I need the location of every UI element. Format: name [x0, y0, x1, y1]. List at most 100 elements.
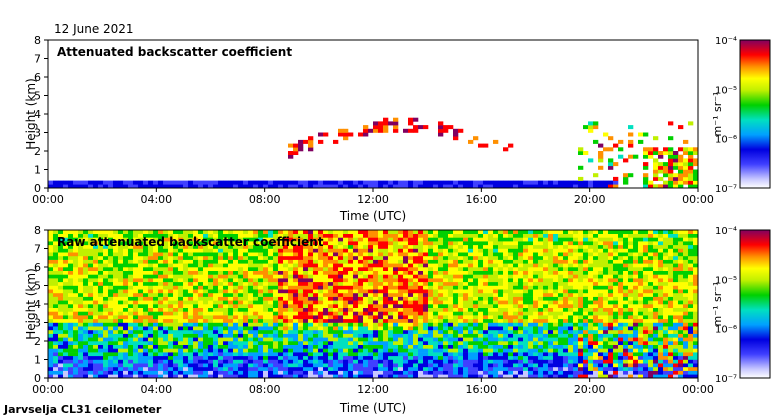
heatmap-cell — [333, 296, 339, 301]
heatmap-cell — [308, 263, 314, 268]
heatmap-cell — [363, 285, 369, 290]
heatmap-cell — [348, 344, 354, 349]
heatmap-cell — [483, 296, 489, 301]
heatmap-cell — [83, 366, 89, 371]
heatmap-cell — [188, 289, 194, 294]
heatmap-cell — [233, 370, 239, 375]
heatmap-cell — [253, 366, 259, 371]
heatmap-cell — [513, 315, 519, 320]
heatmap-cell — [368, 348, 374, 353]
heatmap-cell — [78, 289, 84, 294]
heatmap-cell — [498, 233, 504, 238]
heatmap-cell — [263, 318, 269, 323]
heatmap-cell — [353, 304, 359, 308]
heatmap-cell — [68, 230, 74, 234]
heatmap-cell — [303, 184, 309, 189]
heatmap-cell — [293, 244, 299, 249]
heatmap-cell — [353, 333, 359, 338]
heatmap-cell — [583, 359, 589, 364]
heatmap-cell — [403, 355, 409, 360]
heatmap-cell — [318, 366, 324, 371]
heatmap-cell — [123, 355, 129, 360]
heatmap-cell — [273, 322, 279, 327]
heatmap-cell — [428, 255, 434, 260]
heatmap-cell — [108, 244, 114, 249]
heatmap-cell — [373, 307, 379, 312]
heatmap-cell — [278, 348, 284, 353]
heatmap-cell — [198, 363, 204, 368]
heatmap-cell — [178, 292, 184, 297]
heatmap-cell — [288, 355, 294, 360]
heatmap-cell — [233, 241, 239, 246]
heatmap-cell — [103, 241, 109, 246]
heatmap-cell — [168, 374, 174, 379]
heatmap-cell — [133, 329, 139, 334]
heatmap-cell — [98, 315, 104, 320]
heatmap-cell — [343, 337, 349, 342]
heatmap-cell — [393, 274, 399, 279]
heatmap-cell — [58, 329, 64, 334]
heatmap-cell — [303, 329, 309, 334]
heatmap-cell — [128, 344, 134, 349]
heatmap-cell — [683, 162, 689, 167]
heatmap-cell — [448, 259, 454, 264]
heatmap-cell — [503, 374, 509, 379]
heatmap-cell — [463, 274, 469, 279]
heatmap-cell — [443, 248, 449, 253]
heatmap-cell — [248, 326, 254, 331]
heatmap-cell — [148, 315, 154, 320]
heatmap-cell — [288, 143, 294, 148]
heatmap-cell — [158, 237, 164, 242]
heatmap-cell — [498, 230, 504, 234]
heatmap-cell — [188, 307, 194, 312]
heatmap-cell — [328, 248, 334, 253]
heatmap-cell — [233, 311, 239, 316]
heatmap-cell — [508, 311, 514, 316]
heatmap-cell — [168, 274, 174, 279]
heatmap-cell — [293, 341, 299, 345]
heatmap-cell — [488, 329, 494, 334]
heatmap-cell — [133, 274, 139, 279]
heatmap-cell — [128, 292, 134, 297]
heatmap-cell — [63, 315, 69, 320]
heatmap-cell — [53, 333, 59, 338]
heatmap-cell — [363, 307, 369, 312]
heatmap-cell — [73, 259, 79, 264]
heatmap-cell — [108, 300, 114, 305]
heatmap-cell — [488, 337, 494, 342]
heatmap-cell — [203, 263, 209, 268]
heatmap-cell — [88, 333, 94, 338]
heatmap-cell — [163, 300, 169, 305]
heatmap-cell — [588, 333, 594, 338]
heatmap-cell — [313, 374, 319, 379]
heatmap-cell — [133, 300, 139, 305]
heatmap-cell — [563, 270, 569, 275]
heatmap-cell — [358, 289, 364, 294]
heatmap-cell — [498, 296, 504, 301]
heatmap-cell — [348, 285, 354, 290]
heatmap-cell — [68, 322, 74, 327]
heatmap-cell — [253, 329, 259, 334]
heatmap-cell — [658, 165, 664, 170]
heatmap-cell — [263, 296, 269, 301]
heatmap-cell — [563, 274, 569, 279]
heatmap-cell — [588, 125, 594, 130]
heatmap-cell — [188, 363, 194, 368]
heatmap-cell — [243, 281, 249, 286]
heatmap-cell — [108, 333, 114, 338]
heatmap-cell — [48, 233, 54, 238]
heatmap-cell — [513, 233, 519, 238]
heatmap-cell — [403, 296, 409, 301]
heatmap-cell — [103, 366, 109, 371]
heatmap-cell — [293, 318, 299, 323]
heatmap-cell — [248, 318, 254, 323]
heatmap-cell — [358, 329, 364, 334]
heatmap-cell — [128, 341, 134, 345]
heatmap-cell — [583, 311, 589, 316]
heatmap-cell — [183, 289, 189, 294]
heatmap-cell — [438, 289, 444, 294]
heatmap-cell — [598, 143, 604, 148]
heatmap-cell — [233, 285, 239, 290]
heatmap-cell — [113, 230, 119, 234]
heatmap-cell — [453, 318, 459, 323]
